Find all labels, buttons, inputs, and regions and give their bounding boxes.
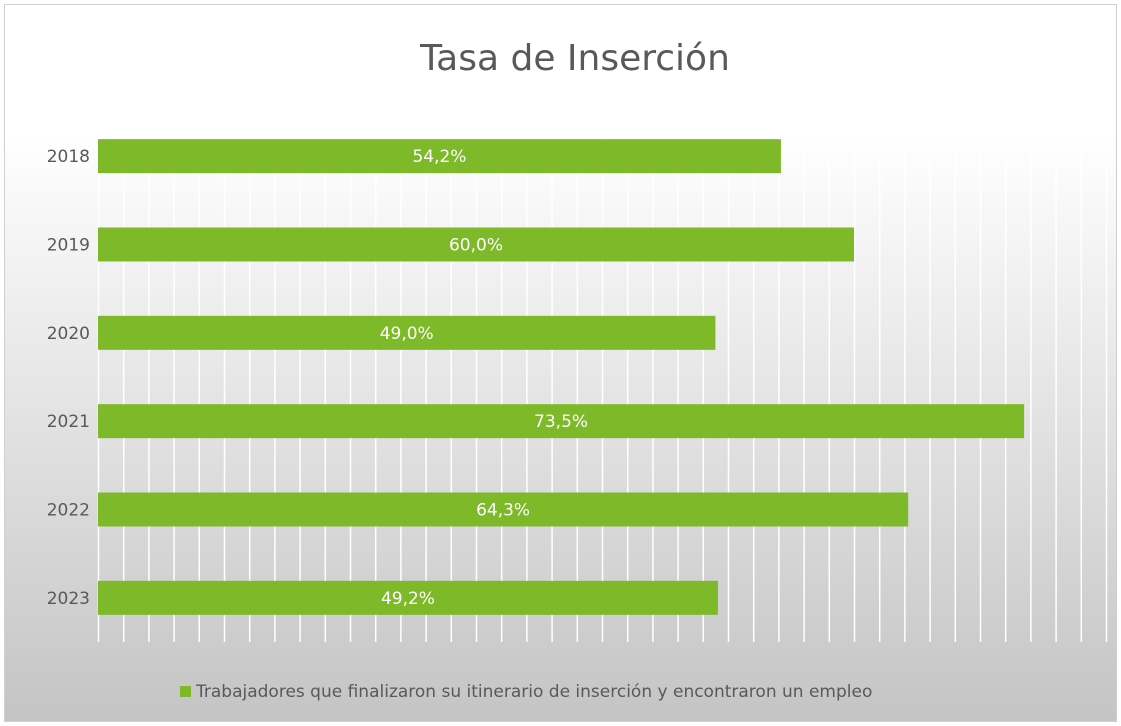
- legend-swatch: [180, 686, 191, 697]
- y-tick-label: 2020: [47, 324, 90, 344]
- bar: [98, 227, 854, 262]
- data-label: 54,2%: [412, 147, 466, 167]
- data-label: 49,0%: [380, 324, 434, 344]
- chart-title: Tasa de Inserción: [419, 38, 730, 79]
- data-label: 60,0%: [449, 236, 503, 256]
- bar: [98, 139, 781, 174]
- bar: [98, 404, 1025, 439]
- y-tick-label: 2018: [47, 147, 90, 167]
- y-tick-label: 2022: [47, 501, 90, 521]
- data-label: 73,5%: [534, 412, 588, 432]
- data-label: 49,2%: [381, 589, 435, 609]
- legend-label: Trabajadores que finalizaron su itinerar…: [195, 682, 872, 702]
- bar: [98, 315, 716, 350]
- bar: [98, 492, 909, 527]
- y-tick-label: 2021: [47, 412, 90, 432]
- bar: [98, 580, 718, 615]
- y-tick-label: 2019: [47, 236, 90, 256]
- y-tick-label: 2023: [47, 589, 90, 609]
- data-label: 64,3%: [476, 501, 530, 521]
